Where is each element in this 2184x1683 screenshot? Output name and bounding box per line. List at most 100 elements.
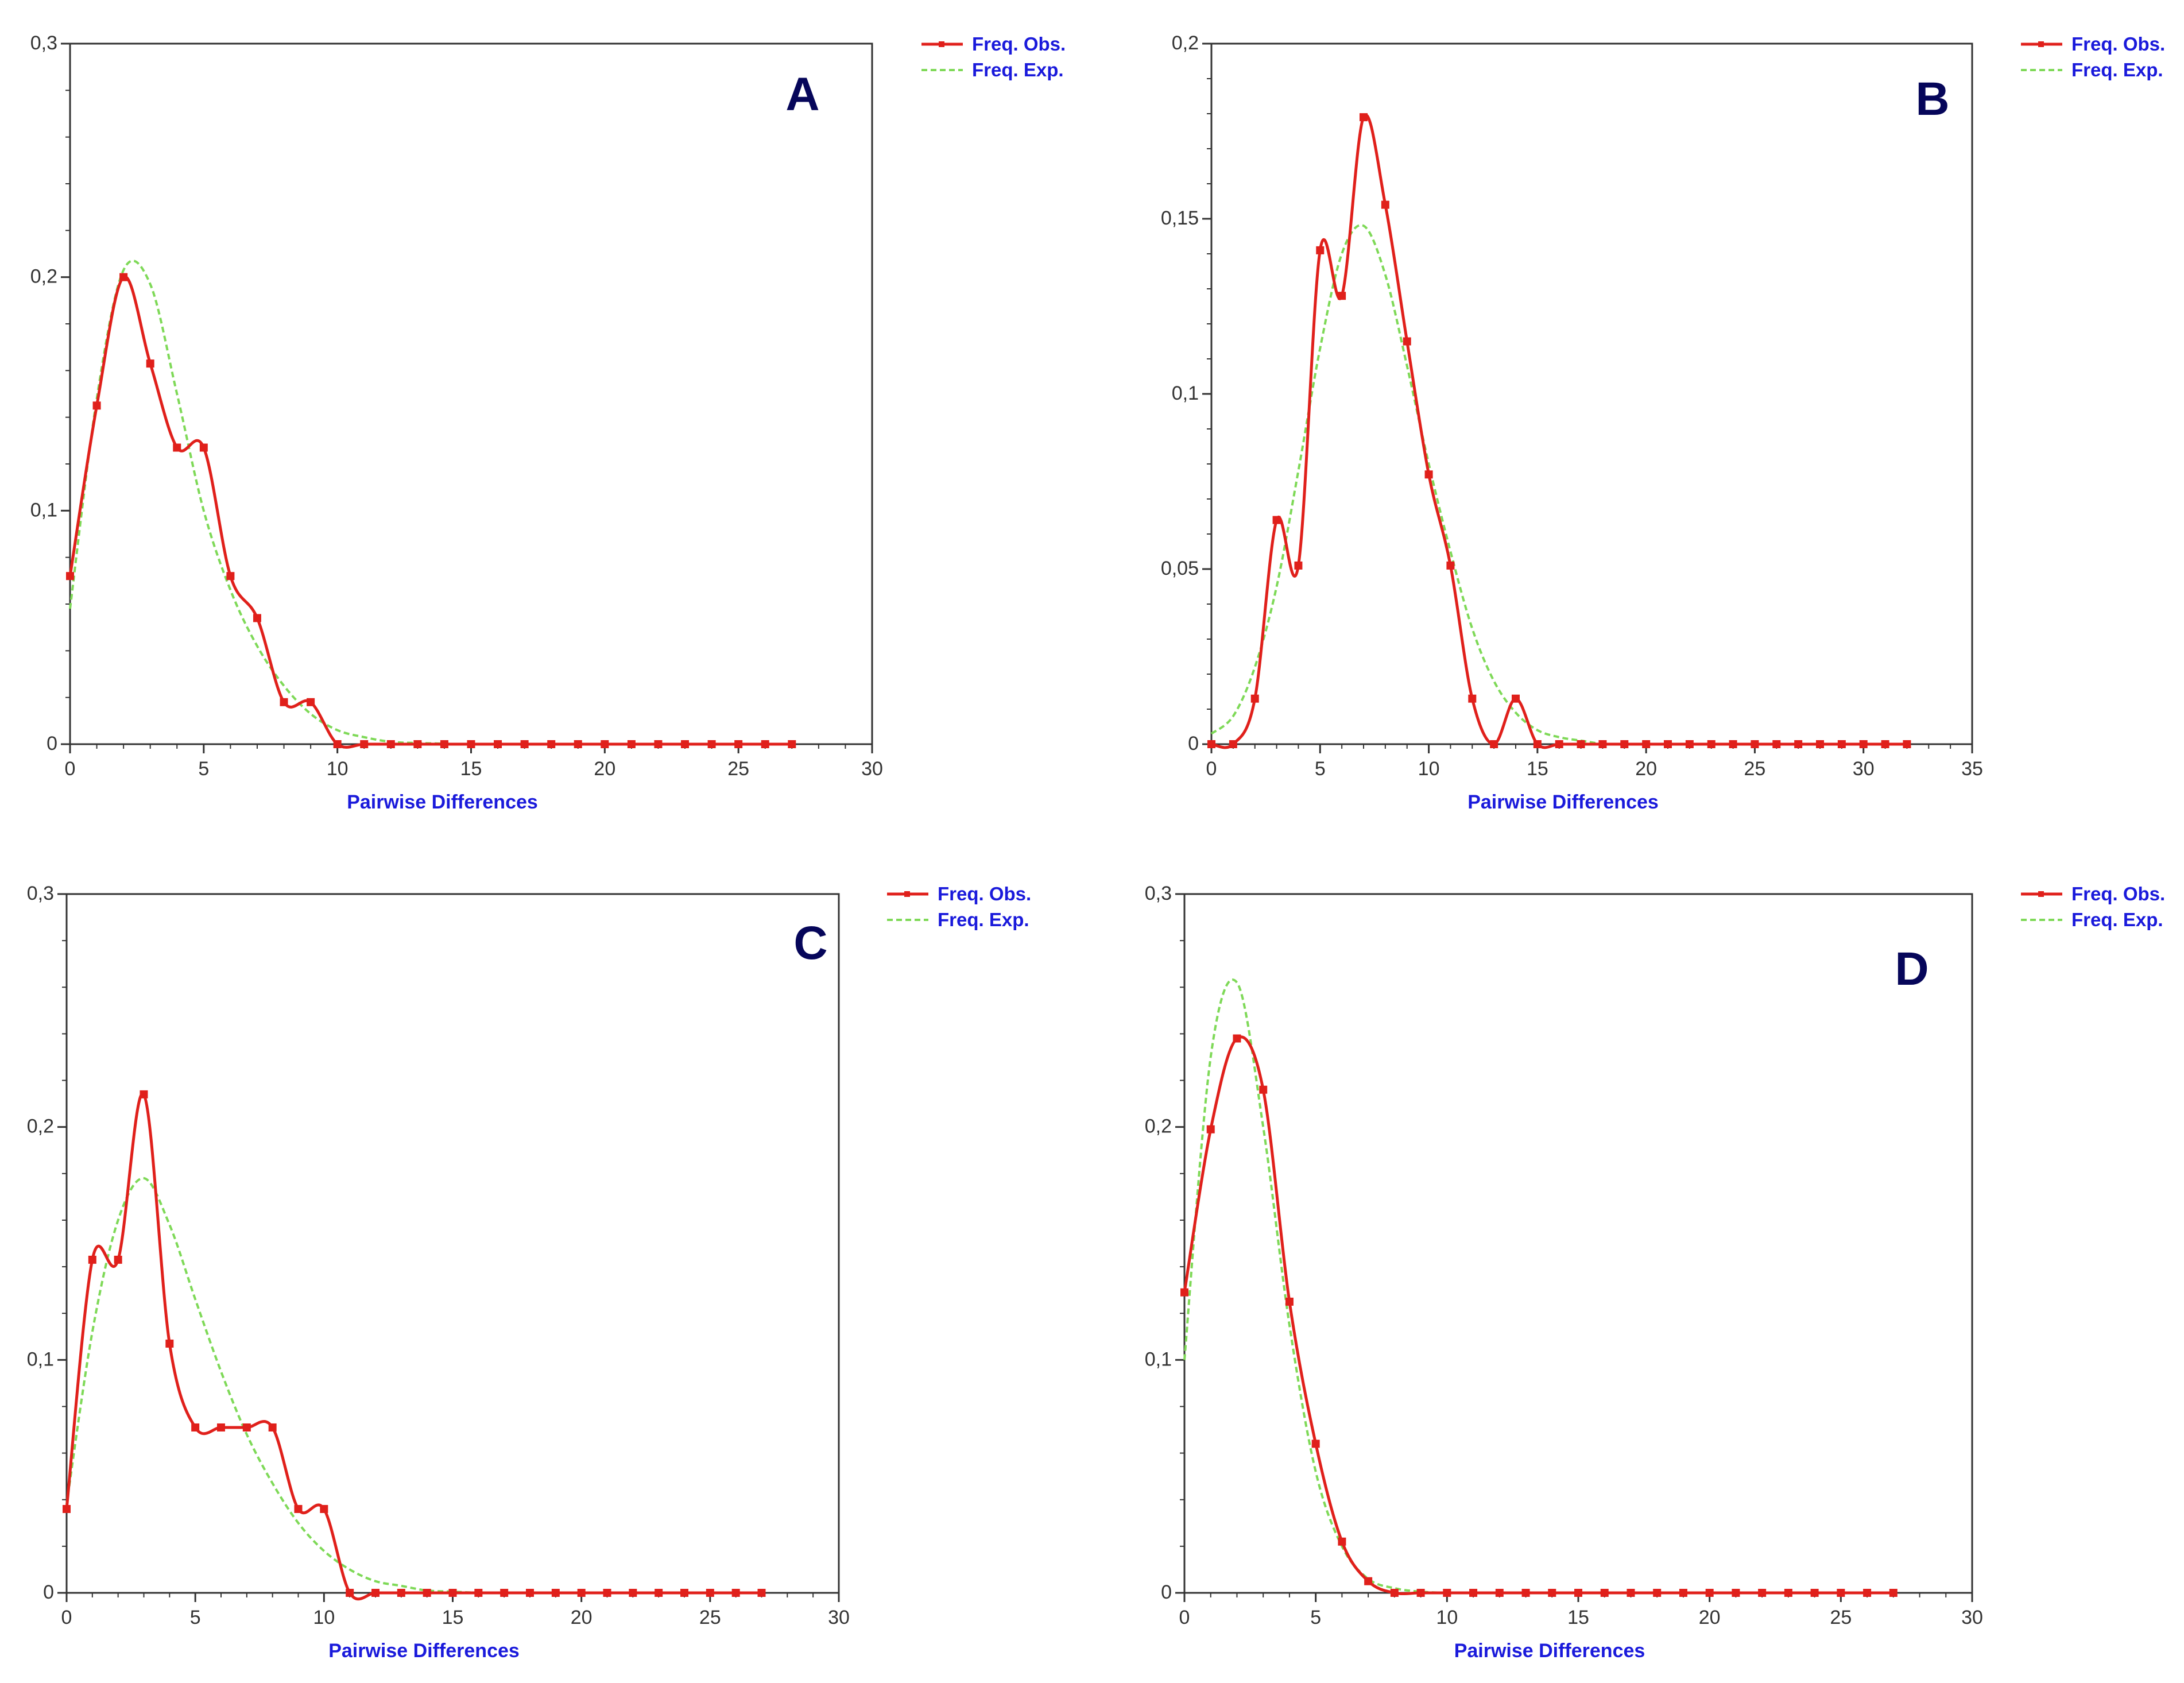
x-axis-title: Pairwise Differences: [347, 791, 538, 813]
data-point-observed: [1889, 1589, 1898, 1597]
chart-panel-c: 0 0,1 0,2 0,3 0 5 10 15 20 25 30 Pairwise Differenc…: [27, 883, 1031, 1662]
x-tick-label: 25: [1830, 1607, 1852, 1628]
data-point-observed: [1685, 740, 1694, 748]
y-tick-label: 0,3: [1145, 883, 1172, 904]
data-point-observed: [1338, 1537, 1346, 1546]
data-point-observed: [140, 1090, 148, 1098]
panel-label: A: [785, 68, 819, 121]
plot-area: [1183, 893, 1973, 1594]
data-point-observed: [1664, 740, 1672, 748]
data-point-observed: [226, 572, 235, 581]
data-point-observed: [734, 740, 743, 748]
x-tick-label: 30: [1853, 758, 1875, 780]
chart-panel-d: 0 0,1 0,2 0,3 0 5 10 15 20 25 30 Pairwise Differenc…: [1145, 883, 2165, 1662]
data-point-observed: [629, 1589, 637, 1597]
data-point-observed: [1381, 200, 1389, 209]
data-point-observed: [1512, 694, 1520, 703]
data-point-observed: [1490, 740, 1498, 748]
panel-label: C: [793, 917, 827, 969]
data-point-observed: [1784, 1589, 1792, 1597]
legend-label-expected: Freq. Exp.: [938, 909, 1029, 930]
data-point-observed: [1533, 740, 1542, 748]
data-point-observed: [346, 1589, 354, 1597]
data-point-observed: [413, 740, 422, 748]
data-point-observed: [66, 572, 74, 581]
data-point-observed: [320, 1504, 328, 1513]
data-point-observed: [1600, 1589, 1609, 1597]
legend-label-observed: Freq. Obs.: [972, 33, 1066, 55]
data-point-observed: [761, 740, 769, 748]
x-tick-label: 20: [571, 1607, 593, 1628]
y-tick-label: 0,3: [27, 883, 54, 904]
data-point-observed: [1751, 740, 1759, 748]
data-point-observed: [547, 740, 556, 748]
series-line-expected: [1183, 978, 1447, 1594]
x-tick-label: 0: [65, 758, 76, 780]
data-point-observed: [1863, 1589, 1872, 1597]
x-tick-label: 0: [1179, 1607, 1190, 1628]
data-point-observed: [92, 401, 101, 410]
data-point-observed: [1574, 1589, 1582, 1597]
data-point-observed: [1424, 470, 1433, 479]
data-point-observed: [1259, 1085, 1268, 1094]
y-tick-label: 0,2: [1145, 1116, 1172, 1138]
data-point-observed: [1707, 740, 1716, 748]
legend-label-expected: Freq. Exp.: [2071, 909, 2163, 930]
x-axis-title: Pairwise Differences: [1467, 791, 1659, 813]
x-tick-label: 15: [1567, 1607, 1589, 1628]
y-tick-label: 0,1: [27, 1348, 54, 1370]
y-tick-label: 0,2: [30, 266, 57, 288]
x-tick-label: 15: [1527, 758, 1548, 780]
data-point-observed: [1577, 740, 1585, 748]
data-point-observed: [448, 1589, 457, 1597]
data-point-observed: [654, 740, 663, 748]
x-tick-label: 10: [313, 1607, 335, 1628]
data-point-observed: [681, 740, 690, 748]
x-tick-label: 15: [442, 1607, 464, 1628]
data-point-observed: [520, 740, 529, 748]
data-point-observed: [603, 1589, 611, 1597]
data-point-observed: [1642, 740, 1651, 748]
x-tick-label: 5: [1315, 758, 1326, 780]
data-point-observed: [1548, 1589, 1556, 1597]
data-point-observed: [1705, 1589, 1714, 1597]
y-tick-label: 0,2: [1172, 32, 1199, 54]
data-point-observed: [63, 1504, 71, 1513]
data-point-observed: [494, 740, 502, 748]
x-tick-label: 0: [61, 1607, 72, 1628]
x-tick-label: 5: [190, 1607, 201, 1628]
data-point-observed: [1881, 740, 1889, 748]
legend-marker: [904, 891, 910, 897]
legend-label-observed: Freq. Obs.: [2071, 883, 2165, 904]
data-point-observed: [217, 1423, 225, 1431]
data-point-observed: [119, 273, 128, 281]
data-point-observed: [1294, 561, 1303, 570]
data-point-observed: [1180, 1288, 1188, 1297]
data-point-observed: [1837, 1589, 1845, 1597]
x-tick-label: 25: [727, 758, 749, 780]
y-tick-label: 0: [1188, 733, 1199, 755]
data-point-observed: [173, 443, 181, 452]
data-point-observed: [1758, 1589, 1767, 1597]
data-point-observed: [1446, 561, 1455, 570]
data-point-observed: [680, 1589, 688, 1597]
data-point-observed: [1360, 113, 1368, 122]
legend-marker: [939, 41, 944, 47]
data-point-observed: [551, 1589, 560, 1597]
data-point-observed: [788, 740, 796, 748]
data-point-observed: [1816, 740, 1824, 748]
data-point-observed: [1555, 740, 1563, 748]
plot-area: [1210, 42, 1973, 745]
legend-label-observed: Freq. Obs.: [2071, 33, 2165, 55]
data-point-observed: [1316, 246, 1325, 254]
legend-marker: [2038, 41, 2044, 47]
data-point-observed: [1285, 1297, 1294, 1306]
data-point-observed: [474, 1589, 483, 1597]
data-point-observed: [655, 1589, 663, 1597]
data-point-observed: [199, 443, 208, 452]
y-tick-label: 0: [1161, 1581, 1172, 1603]
data-point-observed: [333, 740, 342, 748]
x-tick-label: 0: [1206, 758, 1217, 780]
x-tick-label: 5: [1310, 1607, 1321, 1628]
data-point-observed: [1729, 740, 1737, 748]
